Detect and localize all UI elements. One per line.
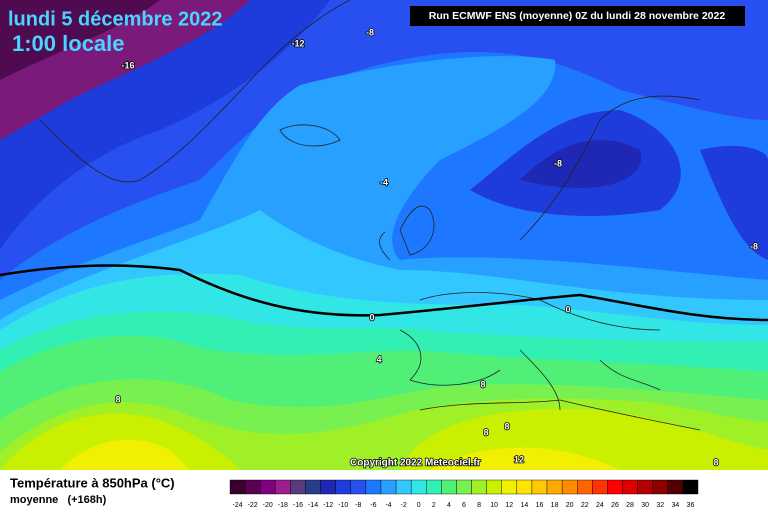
scale-label: 12 bbox=[505, 502, 513, 509]
scale-swatch bbox=[561, 479, 578, 495]
scale-swatch bbox=[395, 479, 412, 495]
scale-label: 10 bbox=[490, 502, 498, 509]
scale-swatch bbox=[667, 479, 684, 495]
run-info: Run ECMWF ENS (moyenne) 0Z du lundi 28 n… bbox=[429, 10, 726, 22]
scale-swatch bbox=[516, 479, 533, 495]
scale-swatch bbox=[365, 479, 382, 495]
scale-swatch bbox=[290, 479, 306, 495]
contour-label: 0 bbox=[565, 304, 570, 314]
date-title: lundi 5 décembre 2022 bbox=[8, 8, 223, 30]
scale-label: 34 bbox=[671, 502, 679, 509]
scale-label: -6 bbox=[370, 502, 376, 509]
scale-label: 36 bbox=[687, 502, 695, 509]
scale-label: -8 bbox=[355, 502, 361, 509]
scale-label: 4 bbox=[447, 502, 451, 509]
contour-label: -8 bbox=[554, 158, 562, 168]
scale-label: 6 bbox=[462, 502, 466, 509]
scale-swatch bbox=[350, 479, 367, 495]
scale-swatch bbox=[471, 479, 487, 495]
scale-swatch bbox=[652, 479, 669, 495]
scale-label: 8 bbox=[477, 502, 481, 509]
scale-swatch bbox=[320, 479, 336, 495]
contour-label: 8 bbox=[713, 457, 718, 467]
scale-label: -22 bbox=[248, 502, 258, 509]
scale-swatch bbox=[637, 479, 653, 495]
contour-label: 8 bbox=[483, 427, 488, 437]
scale-swatch bbox=[426, 479, 442, 495]
scale-swatch bbox=[410, 479, 427, 495]
contour-label: -8 bbox=[750, 241, 758, 251]
scale-swatch bbox=[546, 479, 563, 495]
scale-label: 16 bbox=[536, 502, 544, 509]
contour-labels: -16 -12 -8 -8 -4 -8 0 0 4 8 8 8 8 12 8 bbox=[115, 27, 759, 469]
scale-label: 18 bbox=[551, 502, 559, 509]
scale-label: 30 bbox=[641, 502, 649, 509]
scale-swatch bbox=[244, 479, 261, 495]
scale-label: 2 bbox=[432, 502, 436, 509]
scale-swatch bbox=[682, 479, 699, 495]
scale-label: -4 bbox=[385, 502, 391, 509]
scale-swatch bbox=[531, 479, 548, 495]
contour-label: 8 bbox=[504, 421, 509, 431]
scale-label: -24 bbox=[232, 502, 242, 509]
scale-swatch bbox=[305, 479, 321, 495]
scale-swatch bbox=[229, 479, 246, 495]
scale-label: -14 bbox=[308, 502, 318, 509]
scale-swatch bbox=[577, 479, 593, 495]
scale-swatch bbox=[592, 479, 608, 495]
contour-label: 8 bbox=[480, 379, 485, 389]
scale-label: -10 bbox=[338, 502, 348, 509]
scale-label: 28 bbox=[626, 502, 634, 509]
scale-label: -12 bbox=[323, 502, 333, 509]
contour-label: 0 bbox=[369, 312, 374, 322]
scale-swatch bbox=[441, 479, 457, 495]
scale-swatch bbox=[335, 479, 351, 495]
scale-label: 32 bbox=[656, 502, 664, 509]
run-box bbox=[410, 6, 745, 26]
time-title: 1:00 locale bbox=[12, 31, 125, 56]
contour-label: 12 bbox=[514, 454, 524, 464]
legend-title: Température à 850hPa (°C) bbox=[10, 475, 175, 490]
temperature-field bbox=[0, 0, 768, 470]
scale-label: 26 bbox=[611, 502, 619, 509]
contour-label: -4 bbox=[380, 177, 388, 187]
scale-label: 24 bbox=[596, 502, 604, 509]
scale-swatch bbox=[456, 479, 472, 495]
scale-label: -16 bbox=[293, 502, 303, 509]
scale-swatch bbox=[622, 479, 638, 495]
scale-label: 0 bbox=[417, 502, 421, 509]
scale-label: -2 bbox=[400, 502, 406, 509]
color-scale: -24 -22 -20 -18 -16 -14 -12 -10 -8 -6 -4 -2 0 2 4 6 8 10 1… bbox=[229, 479, 699, 509]
scale-label: -18 bbox=[278, 502, 288, 509]
scale-label: 14 bbox=[520, 502, 528, 509]
contour-label: -12 bbox=[291, 38, 304, 48]
scale-swatch bbox=[501, 479, 518, 495]
copyright: Copyright 2022 Meteociel.fr bbox=[350, 458, 481, 469]
legend-subtitle: moyenne (+168h) bbox=[10, 494, 107, 506]
zero-isotherm bbox=[0, 264, 768, 322]
scale-swatch bbox=[607, 479, 623, 495]
contour-label: -8 bbox=[366, 27, 374, 37]
contour-label: 4 bbox=[376, 354, 381, 364]
scale-label: -20 bbox=[263, 502, 273, 509]
scale-label: 22 bbox=[581, 502, 589, 509]
scale-swatch bbox=[380, 479, 397, 495]
scale-swatch bbox=[486, 479, 502, 495]
scale-label: 20 bbox=[566, 502, 574, 509]
scale-swatch bbox=[275, 479, 291, 495]
scale-swatch bbox=[259, 479, 276, 495]
contour-label: -16 bbox=[121, 60, 134, 70]
contour-label: 8 bbox=[115, 394, 120, 404]
